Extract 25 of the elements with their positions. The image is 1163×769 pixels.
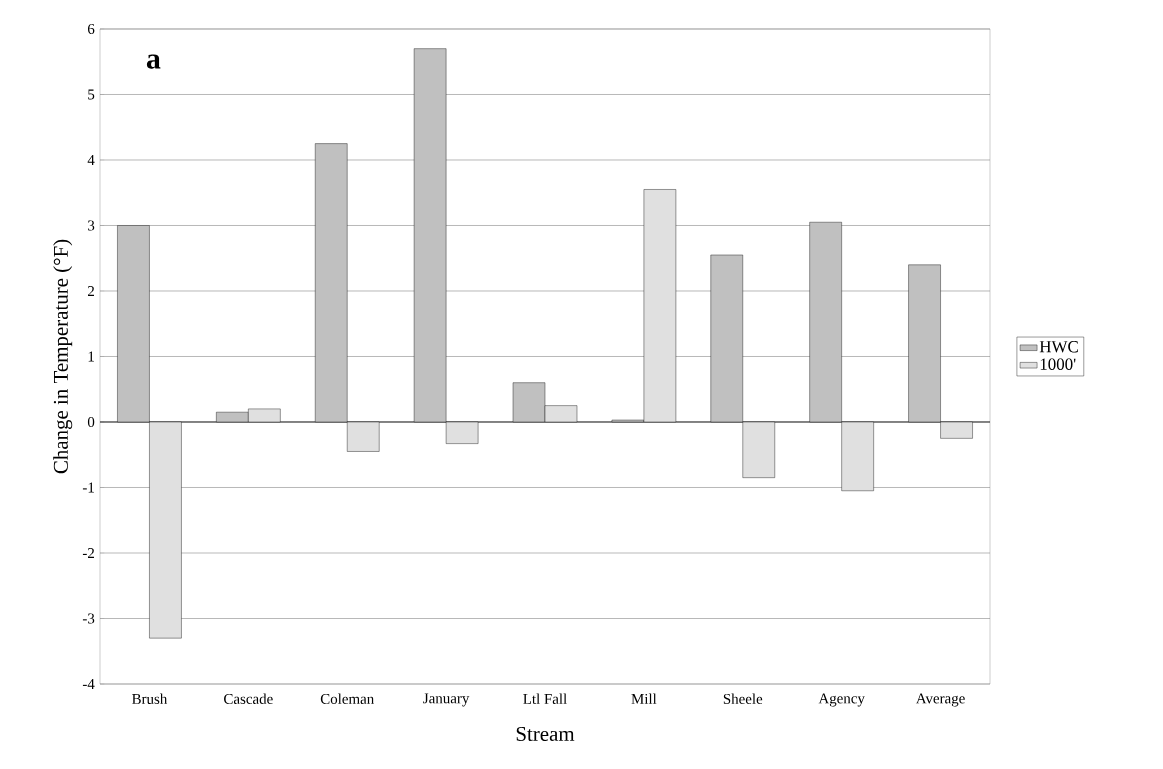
y-tick-label: 2 (88, 286, 94, 296)
text: a (146, 54, 161, 69)
x-tick-label: Agency (818, 693, 865, 707)
x-tick-label: Cascade (224, 693, 273, 704)
x-tick-label: Brush (132, 693, 168, 704)
x-tick-label: Sheele (723, 693, 763, 704)
y-tick-label: 6 (87, 23, 95, 35)
y-tick-label: 4 (87, 155, 95, 165)
legend-label: HWC (1039, 341, 1078, 353)
x-tick-label: January (423, 693, 470, 707)
y-tick-label: -1 (82, 482, 94, 493)
x-tick-label: Ltl Fall (523, 693, 567, 704)
y-tick-label: 5 (88, 89, 95, 100)
x-tick-label: Mill (631, 693, 657, 704)
y-tick-label: 1 (88, 351, 94, 362)
y-tick-label: 3 (88, 220, 95, 231)
y-tick-label: 0 (87, 416, 95, 428)
y-tick-label: -2 (82, 548, 94, 558)
y-tick-label: -4 (82, 679, 95, 689)
y-axis-title: Change in Temperature (°F) (53, 239, 73, 474)
x-tick-label: Coleman (320, 693, 374, 704)
x-tick-label: Average (915, 693, 965, 707)
x-axis-title: Stream (516, 726, 575, 741)
y-tick-label: -3 (82, 613, 95, 624)
legend-label: 1000' (1040, 358, 1076, 370)
